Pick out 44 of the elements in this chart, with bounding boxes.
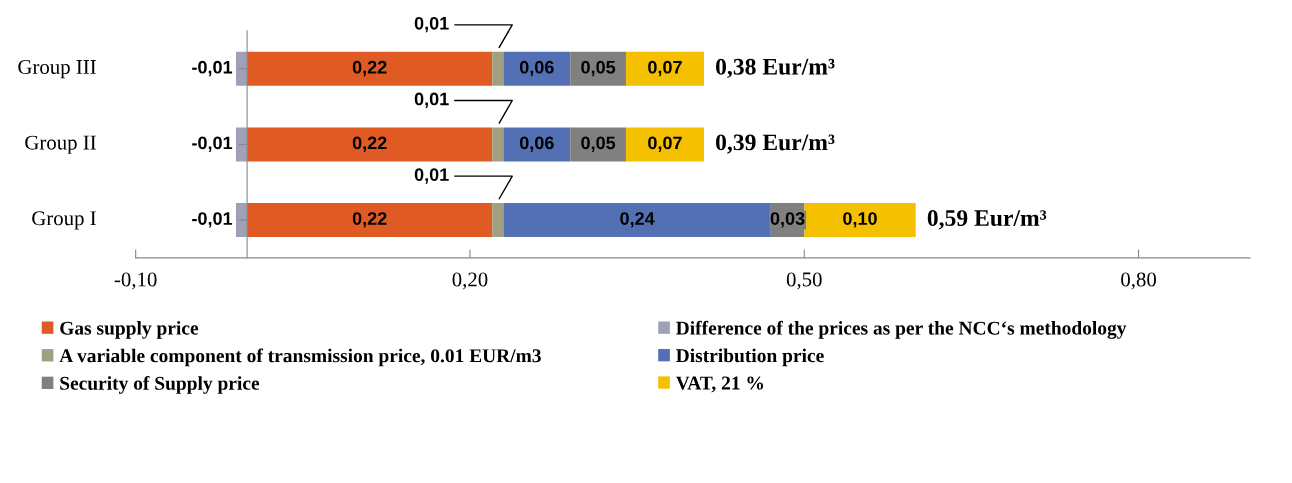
data-label: 0,05	[581, 60, 616, 77]
data-label: 0,01	[414, 92, 449, 108]
y-tick-label: Group III	[18, 59, 96, 79]
bar	[492, 203, 504, 238]
total-label: 0,38 Eur/m³	[716, 58, 835, 79]
total-label: 0,59 Eur/m³	[927, 210, 1047, 230]
data-label: -0,01	[192, 136, 233, 152]
data-label: 0,01	[414, 168, 449, 184]
bar	[247, 127, 493, 162]
data-label: 0,03	[770, 212, 805, 228]
legend-label: Gas supply price	[60, 321, 199, 339]
data-label: 0,05	[581, 136, 616, 152]
bar	[503, 203, 771, 238]
bar	[247, 203, 493, 238]
legend-label: A variable component of transmission price, 0.01 EUR/m3	[59, 348, 541, 367]
bar	[235, 127, 248, 162]
legend-label: Security of Supply price	[60, 375, 260, 394]
data-label: 0,06	[519, 60, 554, 77]
data-label: 0,06	[519, 136, 554, 152]
data-label: 0,07	[648, 136, 682, 152]
total-label: 0,39 Eur/m³	[716, 134, 835, 154]
bar	[235, 203, 248, 238]
legend-label: Distribution price	[676, 348, 824, 367]
x-tick-label: 0,80	[1121, 272, 1157, 290]
data-label: -0,01	[192, 60, 233, 77]
x-tick-label: 0,20	[452, 272, 488, 290]
data-label: 0,01	[414, 16, 449, 33]
data-label: 0,22	[352, 60, 387, 77]
data-label: 0,24	[620, 212, 655, 228]
y-tick-label: Group I	[32, 211, 96, 230]
bar	[235, 51, 248, 86]
bar	[492, 127, 504, 162]
x-tick-label: 0,50	[786, 272, 822, 290]
data-label: -0,01	[192, 212, 233, 228]
legend-label: VAT, 21 %	[675, 376, 764, 393]
y-tick-label: Group II	[25, 135, 96, 154]
data-label: 0,22	[352, 136, 387, 152]
data-label: 0,07	[648, 60, 682, 77]
bar	[492, 51, 504, 86]
x-tick-label: -0,10	[114, 272, 157, 290]
legend-label: Difference of the prices as per the NCC‘s methodology	[676, 320, 1127, 339]
data-label: 0,22	[352, 212, 387, 228]
data-label: 0,10	[843, 212, 877, 228]
bar	[247, 51, 493, 86]
